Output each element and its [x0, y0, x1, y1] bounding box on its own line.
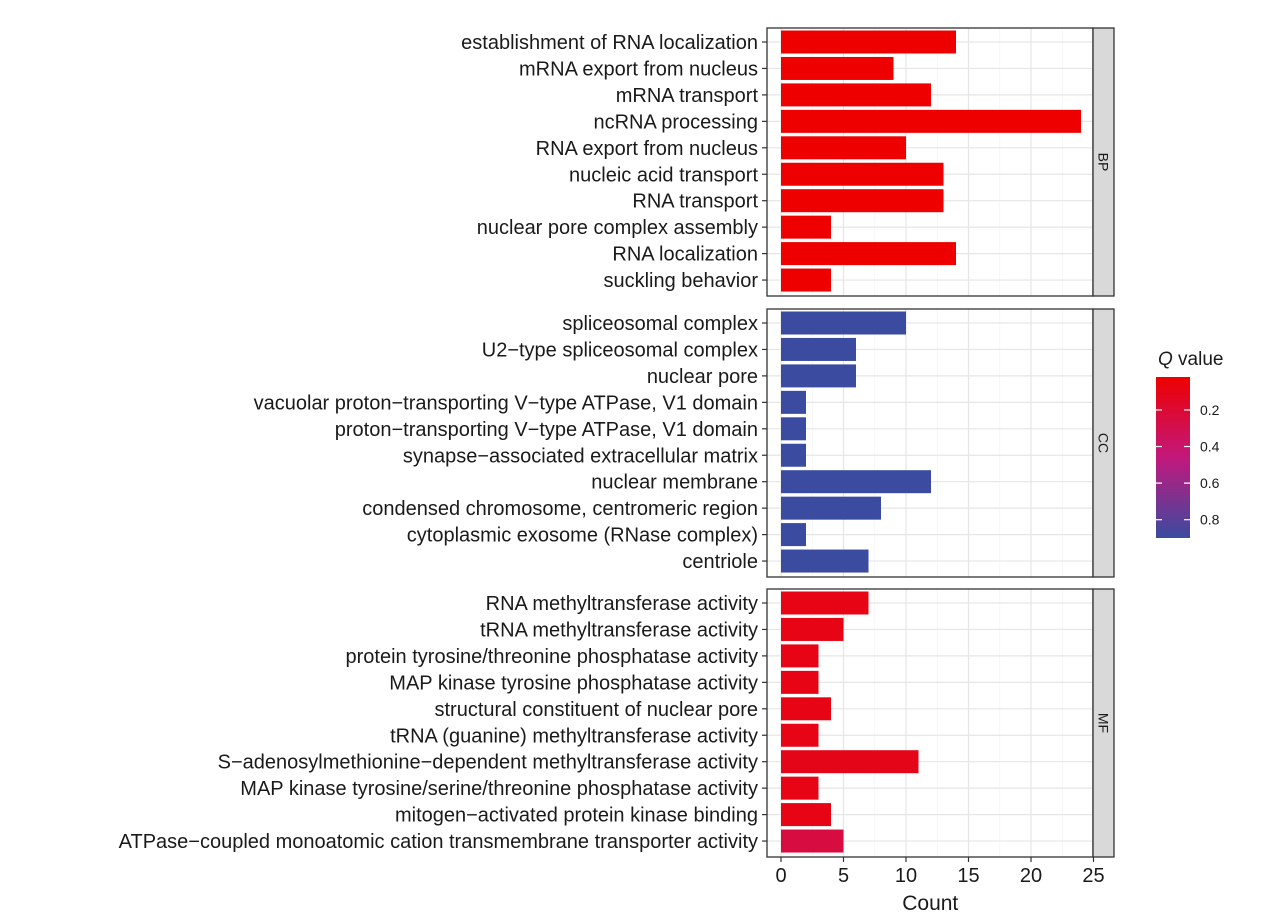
category-label: RNA localization — [612, 244, 758, 266]
bar — [781, 109, 1081, 133]
legend-tick-label: 0.6 — [1200, 475, 1220, 491]
category-label: ncRNA processing — [593, 111, 758, 133]
x-tick-label: 25 — [1082, 865, 1104, 887]
legend-tick-label: 0.4 — [1200, 439, 1220, 455]
facet-panels: establishment of RNA localization mRNA ex… — [119, 27, 1115, 858]
bar — [781, 136, 906, 160]
category-label: mitogen−activated protein kinase binding — [395, 805, 758, 827]
bar — [781, 470, 931, 494]
bar — [781, 215, 831, 239]
legend-title-italic: Q — [1158, 349, 1173, 370]
category-label: tRNA methyltransferase activity — [480, 619, 758, 641]
facet-strip — [1092, 308, 1115, 578]
category-label: S−adenosylmethionine−dependent methyltra… — [218, 752, 758, 774]
bar — [781, 697, 831, 721]
category-label: condensed chromosome, centromeric region — [362, 498, 758, 520]
x-tick-label: 0 — [775, 865, 786, 887]
bar — [781, 617, 844, 641]
facet-mf: RNA methyltransferase activity tRNA methy… — [119, 588, 1115, 858]
facet-bp: establishment of RNA localization mRNA ex… — [461, 27, 1115, 297]
legend-colorbar — [1156, 377, 1190, 538]
category-label: RNA export from nucleus — [536, 138, 758, 160]
bar — [781, 364, 856, 388]
bar — [781, 644, 819, 668]
bar — [781, 723, 819, 747]
category-label: proton−transporting V−type ATPase, V1 do… — [335, 419, 758, 441]
x-tick-label: 10 — [895, 865, 917, 887]
bar — [781, 83, 931, 107]
category-label: RNA transport — [632, 191, 758, 213]
bar — [781, 417, 806, 441]
legend-tick-label: 0.8 — [1200, 512, 1220, 528]
legend-tick-label: 0.2 — [1200, 402, 1220, 418]
bar — [781, 189, 944, 213]
bar — [781, 390, 806, 414]
category-label: structural constituent of nuclear pore — [434, 699, 758, 721]
bar — [781, 829, 844, 853]
facet-strip-label: MF — [1096, 713, 1112, 733]
facet-strip-label: BP — [1096, 153, 1112, 172]
category-label: nuclear membrane — [591, 472, 758, 494]
category-label: tRNA (guanine) methyltransferase activit… — [390, 725, 758, 747]
facet-cc: spliceosomal complex U2−type spliceosomal… — [254, 308, 1115, 578]
category-label: mRNA transport — [616, 85, 759, 107]
bar — [781, 311, 906, 335]
bar — [781, 337, 856, 361]
bar — [781, 162, 944, 186]
facet-strip — [1092, 27, 1115, 297]
bar — [781, 750, 919, 774]
category-label: U2−type spliceosomal complex — [482, 339, 758, 361]
category-label: nuclear pore — [647, 366, 758, 388]
x-tick-label: 5 — [838, 865, 849, 887]
bar — [781, 242, 956, 266]
category-label: protein tyrosine/threonine phosphatase a… — [346, 646, 758, 668]
bar — [781, 549, 869, 573]
x-tick-label: 20 — [1020, 865, 1042, 887]
category-label: nuclear pore complex assembly — [477, 217, 758, 239]
category-label: cytoplasmic exosome (RNase complex) — [407, 525, 758, 547]
category-label: RNA methyltransferase activity — [486, 593, 758, 615]
bar — [781, 496, 881, 520]
bar — [781, 30, 956, 54]
legend-title: Q value — [1158, 349, 1223, 370]
category-label: synapse−associated extracellular matrix — [403, 445, 758, 467]
bar — [781, 523, 806, 547]
facet-strip — [1092, 588, 1115, 858]
legend-title-rest: value — [1173, 349, 1224, 370]
category-label: centriole — [682, 551, 758, 573]
category-label: ATPase−coupled monoatomic cation transme… — [119, 831, 758, 853]
bar — [781, 591, 869, 615]
x-tick-label: 15 — [957, 865, 979, 887]
category-label: spliceosomal complex — [562, 313, 758, 335]
bar — [781, 670, 819, 694]
legend: Q value 0.2 0.4 0.6 0.8 — [1156, 349, 1223, 538]
bar — [781, 803, 831, 827]
category-label: suckling behavior — [603, 270, 758, 292]
category-label: MAP kinase tyrosine phosphatase activity — [389, 672, 758, 694]
bar — [781, 268, 831, 292]
facet-strip-label: CC — [1096, 433, 1112, 453]
x-axis-title: Count — [902, 892, 958, 915]
bar — [781, 443, 806, 467]
category-label: mRNA export from nucleus — [519, 58, 758, 80]
category-label: MAP kinase tyrosine/serine/threonine pho… — [240, 778, 758, 800]
x-axis: 0 5 10 15 20 25 — [775, 857, 1105, 887]
bar — [781, 776, 819, 800]
category-label: establishment of RNA localization — [461, 32, 758, 54]
bar — [781, 56, 894, 80]
category-label: vacuolar proton−transporting V−type ATPa… — [254, 392, 758, 414]
category-label: nucleic acid transport — [569, 164, 758, 186]
